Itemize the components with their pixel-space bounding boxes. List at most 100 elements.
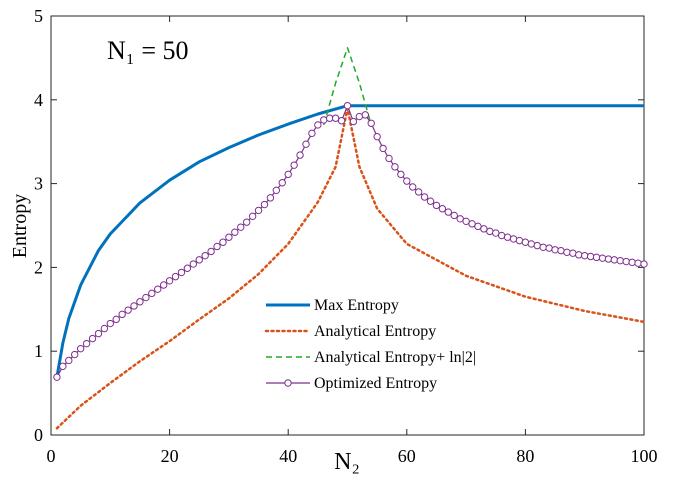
optimized-entropy-point (201, 251, 209, 260)
optimized-entropy-point (409, 183, 417, 191)
optimized-entropy-point (569, 249, 577, 257)
optimized-entropy-point (177, 268, 186, 277)
optimized-entropy-point (296, 151, 304, 159)
optimized-entropy-point (468, 220, 476, 228)
optimized-entropy-point (403, 177, 411, 185)
y-tick-label: 2 (34, 257, 43, 277)
optimized-entropy-point (509, 235, 518, 243)
optimized-entropy-point (462, 217, 470, 226)
optimized-entropy-point (331, 114, 340, 122)
optimized-entropy-point (426, 197, 435, 205)
optimized-entropy-point (242, 218, 251, 226)
optimized-entropy-point (159, 281, 168, 289)
optimized-entropy-point (124, 306, 132, 314)
optimized-entropy-point (195, 256, 203, 264)
optimized-entropy-point (628, 258, 636, 267)
optimized-entropy-point (71, 350, 79, 359)
optimized-entropy-point (284, 170, 292, 179)
optimized-entropy-point (456, 215, 464, 223)
optimized-entropy-point (225, 233, 233, 241)
optimized-entropy-point (290, 161, 298, 169)
optimized-entropy-point (355, 112, 364, 121)
optimized-entropy-point (521, 238, 530, 246)
optimized-entropy-point (349, 117, 358, 126)
legend-label: Analytical Entropy+ ln|2| (314, 349, 476, 366)
optimized-entropy-point (486, 227, 494, 236)
optimized-entropy-point (640, 260, 648, 268)
optimized-entropy-point (314, 121, 322, 129)
optimized-entropy-point (76, 344, 85, 353)
optimized-entropy-point (59, 362, 67, 370)
optimized-entropy-point (213, 242, 221, 251)
optimized-entropy-point (367, 119, 375, 127)
optimized-entropy-point (539, 243, 547, 251)
legend-label: Optimized Entropy (314, 375, 437, 392)
optimized-entropy-point (112, 315, 120, 324)
x-tick-label: 40 (279, 446, 297, 466)
y-tick-label: 1 (34, 341, 43, 361)
optimized-entropy-point (598, 254, 607, 262)
optimized-entropy-point (154, 285, 162, 293)
optimized-entropy-point (278, 179, 286, 187)
plot-area (50, 15, 645, 436)
optimized-entropy-point (438, 205, 447, 213)
optimized-entropy-point (302, 140, 310, 148)
optimized-entropy-point (148, 289, 156, 298)
x-tick-label: 0 (47, 446, 56, 466)
optimized-entropy-point (183, 264, 192, 272)
optimized-entropy-point (492, 229, 500, 237)
optimized-entropy-point (397, 170, 405, 179)
optimized-entropy-point (474, 222, 482, 231)
optimized-entropy-point (142, 293, 150, 302)
optimized-entropy-point (450, 211, 458, 220)
optimized-entropy-point (260, 200, 269, 209)
optimized-entropy-point (610, 256, 619, 264)
optimized-entropy-point (385, 154, 393, 163)
y-tick-label: 3 (34, 174, 43, 194)
y-axis-label: Entropy (9, 194, 31, 258)
optimized-entropy-point (320, 116, 328, 124)
optimized-entropy-point (165, 277, 174, 285)
optimized-entropy-point (136, 298, 144, 306)
series-group (53, 47, 648, 430)
optimized-entropy-point (533, 241, 541, 250)
optimized-entropy-point (634, 259, 642, 267)
optimized-entropy-point (272, 186, 281, 195)
optimized-entropy-point (343, 101, 352, 110)
optimized-entropy-point (414, 188, 423, 196)
series-line-2 (323, 47, 372, 126)
optimized-entropy-point (100, 324, 109, 333)
optimized-entropy-point (373, 132, 381, 141)
optimized-entropy-point (82, 339, 91, 348)
optimized-entropy-point (527, 240, 536, 248)
optimized-entropy-point (592, 253, 601, 262)
optimized-entropy-point (266, 194, 275, 202)
optimized-entropy-point (545, 244, 553, 252)
optimized-entropy-point (604, 255, 613, 263)
optimized-entropy-point (379, 144, 387, 153)
optimized-entropy-point (237, 223, 245, 231)
optimized-entropy-point (207, 247, 215, 256)
x-tick-label: 100 (631, 446, 658, 466)
optimized-entropy-point (308, 129, 316, 138)
annotation-n1: N₁ = 50 (107, 36, 189, 65)
optimized-entropy-point (254, 206, 263, 215)
axis-ticks: 0 20 40 60 80 100 0 1 2 3 4 5 (34, 6, 658, 466)
optimized-entropy-point (581, 251, 589, 260)
legend-label: Max Entropy (314, 297, 399, 314)
optimized-entropy-point (248, 212, 257, 220)
optimized-entropy-point (171, 272, 180, 281)
x-tick-label: 60 (398, 446, 416, 466)
optimized-entropy-point (586, 252, 595, 261)
optimized-entropy-point (575, 251, 583, 259)
optimized-entropy-point (551, 246, 559, 254)
optimized-entropy-point (497, 231, 506, 240)
optimized-entropy-point (65, 356, 73, 365)
optimized-entropy-point (219, 238, 227, 246)
optimized-entropy-point (106, 319, 115, 328)
optimized-entropy-point (118, 310, 126, 319)
optimized-entropy-point (432, 201, 441, 210)
optimized-entropy-point (557, 246, 565, 255)
optimized-entropy-point (391, 163, 399, 171)
